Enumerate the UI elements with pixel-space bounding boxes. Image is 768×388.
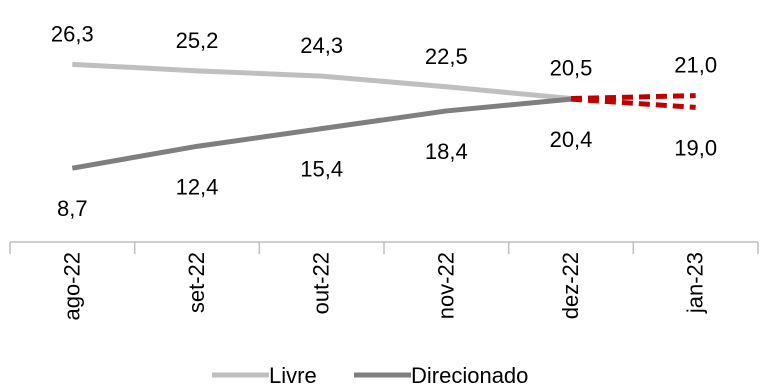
x-tick-label-dez-22: dez-22	[558, 252, 583, 319]
series-line-livre	[72, 61, 572, 102]
data-label-livre-dez-22: 20,5	[550, 56, 593, 81]
data-label-direcionado-set-22: 12,4	[176, 174, 219, 199]
data-labels: 26,3 25,2 24,3 22,5 20,5 21,0 8,7 12,4 15,4 18,4 2…	[51, 21, 717, 221]
data-label-livre-nov-22: 22,5	[425, 44, 468, 69]
x-tick-label-set-22: set-22	[184, 252, 209, 313]
data-label-direcionado-nov-22: 18,4	[425, 139, 468, 164]
legend-label-direcionado: Direcionado	[411, 363, 528, 388]
x-tick-label-ago-22: ago-22	[59, 252, 84, 321]
data-label-direcionado-out-22: 15,4	[300, 157, 343, 182]
legend: Livre Direcionado	[212, 363, 528, 388]
data-label-livre-ago-22: 26,3	[51, 21, 94, 46]
data-label-direcionado-ago-22: 8,7	[57, 196, 88, 221]
x-tick-label-jan-23: jan-23	[683, 252, 708, 314]
projection-line-direcionado	[570, 96, 696, 110]
x-tick-label-nov-22: nov-22	[433, 252, 458, 319]
data-label-direcionado-jan-23: 19,0	[674, 135, 717, 160]
data-label-direcionado-dez-22: 20,4	[550, 127, 593, 152]
data-label-livre-set-22: 25,2	[176, 28, 219, 53]
data-label-livre-out-22: 24,3	[300, 33, 343, 58]
data-label-livre-jan-23: 21,0	[674, 53, 717, 78]
x-axis: ago-22 set-22 out-22 nov-22 dez-22 jan-23	[9, 241, 759, 321]
x-tick-label-out-22: out-22	[309, 252, 334, 314]
plot-lines	[71, 61, 696, 171]
legend-label-livre: Livre	[269, 363, 317, 388]
